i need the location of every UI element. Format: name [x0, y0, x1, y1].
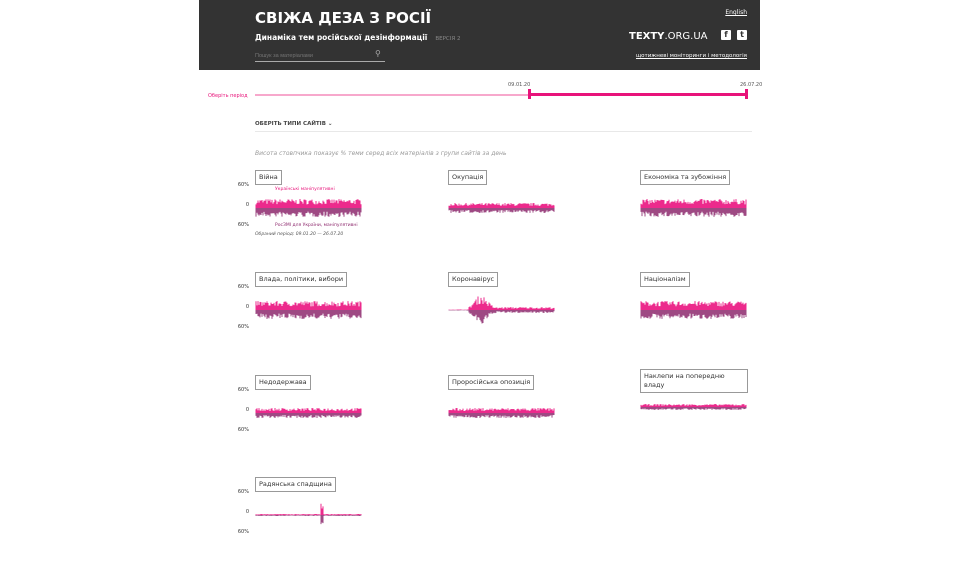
header: СВІЖА ДЕЗА З РОСІЇ Динаміка тем російськ…	[199, 0, 760, 70]
topic-waveform	[255, 503, 362, 525]
topic-waveform	[448, 296, 555, 324]
topic-waveform	[255, 199, 362, 217]
chart-note: Висота стовпчика показує % теми серед вс…	[255, 150, 507, 157]
topic-panel[interactable]: Окупація	[448, 170, 560, 260]
y-bottom-label: 60%	[237, 529, 249, 535]
topic-panel[interactable]: Наклепи на попередню владу	[640, 369, 752, 459]
topic-label[interactable]: Коронавірус	[448, 272, 499, 287]
y-top-label: 60%	[237, 387, 249, 393]
y-mid-label: 0	[245, 509, 249, 515]
topic-panel[interactable]: Влада, політики, вибори 60% 0 60%	[238, 272, 367, 362]
y-top-label: 60%	[237, 284, 249, 290]
y-bottom-label: 60%	[237, 324, 249, 330]
topic-waveform	[640, 404, 747, 410]
topic-panel[interactable]: Недодержава 60% 0 60%	[238, 375, 367, 465]
chevron-down-icon: ⌄	[327, 121, 333, 127]
topic-label[interactable]: Проросійська опозиція	[448, 375, 535, 390]
topic-waveform	[448, 408, 555, 418]
topic-label[interactable]: Влада, політики, вибори	[255, 272, 348, 287]
selected-period: Обраний період: 09.01.20 — 26.07.20	[255, 232, 344, 237]
period-start-date: 09.01.20	[508, 82, 531, 88]
period-label: Оберіть період	[208, 93, 248, 99]
methodology-link[interactable]: щотижневі моніторинги і методологія	[635, 53, 747, 59]
twitter-icon[interactable]: t	[737, 30, 747, 40]
topic-label[interactable]: Економіка та зубожіння	[640, 170, 731, 185]
y-mid-label: 0	[245, 407, 249, 413]
topic-panel[interactable]: Націоналізм	[640, 272, 752, 362]
subtitle: Динаміка тем російської дезінформації	[255, 33, 428, 42]
topic-panel[interactable]: Економіка та зубожіння	[640, 170, 752, 260]
language-link[interactable]: English	[725, 9, 747, 16]
legend-top: Українські маніпулятивні	[275, 187, 335, 192]
facebook-icon[interactable]: f	[721, 30, 731, 40]
topic-label[interactable]: Наклепи на попередню владу	[640, 369, 748, 393]
y-top-label: 60%	[237, 182, 249, 188]
topic-label[interactable]: Окупація	[448, 170, 488, 185]
topic-waveform	[255, 408, 362, 418]
divider	[255, 131, 752, 132]
topic-label[interactable]: Радянська спадщина	[255, 477, 336, 492]
topic-panel[interactable]: Коронавірус	[448, 272, 560, 362]
topic-waveform	[640, 199, 747, 217]
topic-panel[interactable]: Радянська спадщина 60% 0 60%	[238, 477, 367, 567]
y-bottom-label: 60%	[237, 222, 249, 228]
topic-panel[interactable]: Війна 60% 0 60% Українські маніпулятивні РосЗ…	[238, 170, 367, 260]
topic-waveform	[448, 203, 555, 213]
y-mid-label: 0	[245, 202, 249, 208]
topic-label[interactable]: Націоналізм	[640, 272, 690, 287]
topic-waveform	[255, 301, 362, 319]
y-bottom-label: 60%	[237, 427, 249, 433]
topic-panel[interactable]: Проросійська опозиція	[448, 375, 560, 465]
period-track[interactable]	[255, 94, 530, 96]
version-label: ВЕРСІЯ 2	[435, 36, 461, 42]
search-icon[interactable]: ⚲	[375, 49, 381, 58]
period-end-date: 26.07.20	[740, 82, 763, 88]
search-input[interactable]	[255, 50, 385, 62]
site-title: СВІЖА ДЕЗА З РОСІЇ	[255, 9, 432, 27]
period-end-handle[interactable]	[745, 89, 748, 99]
topic-label[interactable]: Війна	[255, 170, 282, 185]
y-top-label: 60%	[237, 489, 249, 495]
period-selected-range[interactable]	[530, 93, 747, 96]
period-start-handle[interactable]	[528, 89, 531, 99]
y-mid-label: 0	[245, 304, 249, 310]
texty-logo[interactable]: TEXTY.ORG.UA	[629, 31, 708, 42]
topic-waveform	[640, 301, 747, 319]
site-types-dropdown[interactable]: ОБЕРІТЬ ТИПИ САЙТІВ ⌄	[255, 121, 333, 127]
subtitle-row: Динаміка тем російської дезінформації ВЕ…	[255, 33, 460, 42]
topic-label[interactable]: Недодержава	[255, 375, 311, 390]
legend-bottom: РосЗМІ для України, маніпулятивні	[275, 223, 358, 228]
